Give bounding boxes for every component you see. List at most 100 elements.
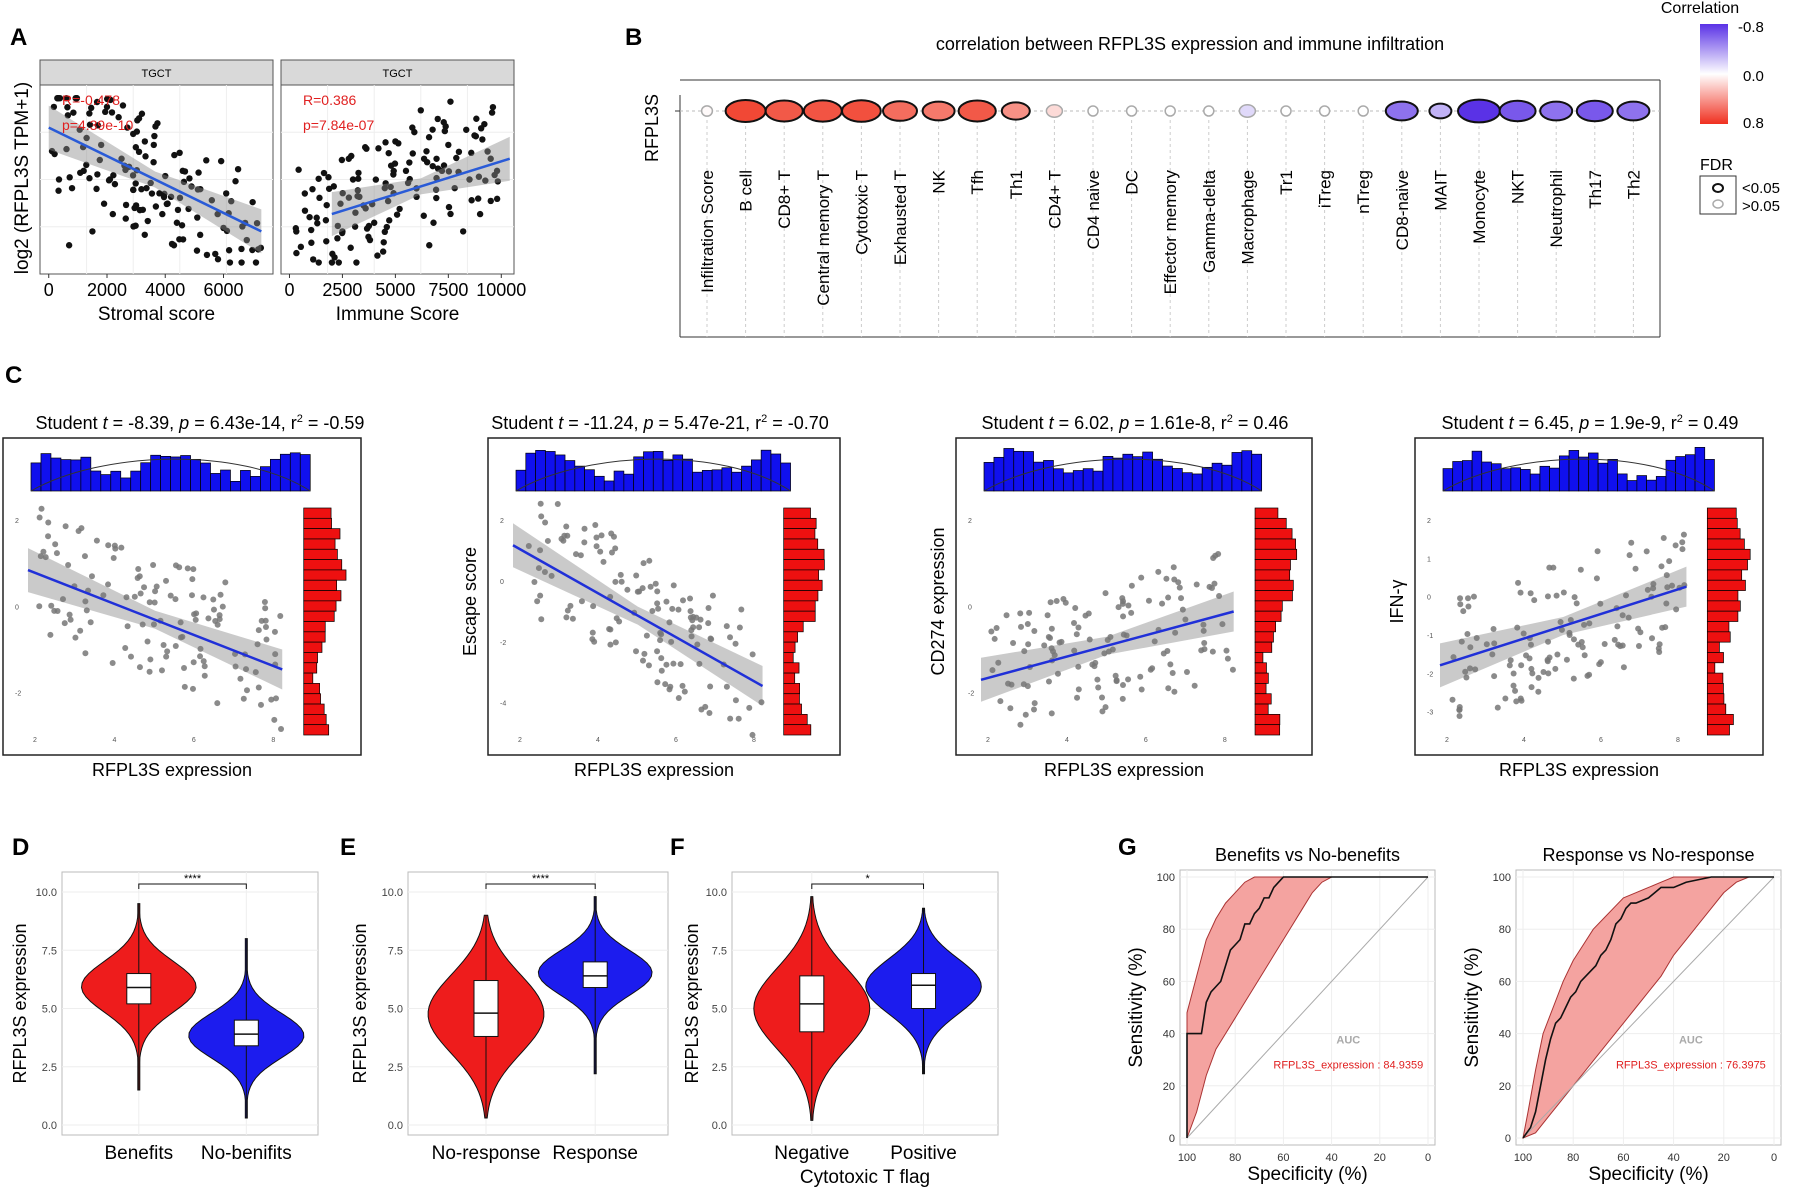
data-point [1201,640,1208,647]
data-point [1601,640,1608,647]
histogram-bar-right [1254,641,1273,653]
data-point [1518,697,1525,704]
column-label: Th17 [1586,170,1605,209]
histogram-bar-right [1254,590,1293,602]
histogram-bar-top [1704,459,1715,492]
histogram-bar-top [535,450,546,492]
histogram-bar-top [279,453,291,492]
data-point [1464,630,1471,637]
histogram-bar-right [783,548,825,560]
data-point [1201,646,1208,653]
data-point [1457,601,1464,608]
data-point [1581,621,1588,628]
data-point [420,155,428,162]
histogram-bar-top [1655,476,1667,492]
data-point [1102,590,1109,597]
histogram-bar-top [1241,450,1253,492]
bubble-tfh [957,99,997,123]
data-point [1179,606,1186,613]
histogram-bar-top [1520,469,1531,492]
bubble-neutrophil [1539,100,1574,122]
data-point [645,662,652,669]
histogram-bar-right [783,703,802,715]
data-point [243,236,250,244]
data-point [707,635,714,642]
data-point [749,731,756,738]
data-point [109,659,116,666]
data-point [380,239,387,246]
data-point [263,636,270,643]
data-point [564,607,571,614]
strip-label-A2: TGCT [383,68,413,80]
stat-part: t [103,413,109,433]
data-point [158,667,165,674]
data-point [1470,593,1477,600]
data-point [1219,621,1226,628]
histogram-bar-top [200,462,211,492]
data-point [1489,651,1496,658]
data-point [261,598,268,605]
histogram-bar-right [303,590,342,602]
data-point [1112,672,1119,679]
data-point [93,98,101,106]
data-point [1104,637,1111,644]
data-point [573,551,580,558]
histogram-bar-right [1254,621,1276,633]
histogram-bar-right [1706,683,1724,695]
data-point [1491,673,1498,680]
data-point [200,658,207,665]
histogram-bar-top [1471,450,1483,492]
data-point [654,600,661,607]
box [473,980,499,1037]
y-tick-label: 60 [1163,976,1175,988]
data-point [295,166,302,173]
histogram-bar-top [692,471,703,492]
data-point [658,655,665,662]
data-point [1523,652,1530,659]
data-point [479,136,486,143]
data-point [1643,548,1650,555]
data-point [1465,603,1472,610]
histogram-bar-top [623,473,635,492]
data-point [216,616,223,623]
x-tick-label: 6 [1599,737,1603,744]
data-point [87,619,94,626]
data-point [36,514,43,521]
histogram-bar-right [783,569,819,581]
data-point [1578,638,1585,645]
histogram-bar-right [303,528,341,540]
histogram-bar-top [1251,453,1263,492]
x-tick-label: Benefits [104,1143,173,1164]
data-point [679,682,686,689]
histogram-bar-top [1607,459,1618,492]
y-tick-label: 2 [1427,518,1431,525]
data-point [239,223,246,230]
data-point [1664,584,1671,591]
data-point [328,259,336,266]
data-point [608,549,615,556]
data-point [544,537,551,544]
data-point [1465,595,1472,602]
data-point [698,706,705,713]
fdr-label: <0.05 [1742,180,1780,197]
stat-part: = -8.39, [108,413,180,433]
bubble-cd4-naive [1087,105,1099,117]
data-point [1620,664,1627,671]
y-tick-label: -3 [1427,710,1433,717]
histogram-bar-top [1053,468,1064,492]
panel-d: 0.0 2.5 5.0 7.5 10.0 Benefits No-benifits **** R… [10,871,319,1164]
data-point [1617,643,1624,650]
histogram-bar-top [190,458,201,492]
y-tick-label: 2 [15,518,19,525]
data-point [249,246,256,254]
histogram-bar-right [1706,641,1720,653]
histogram-bar-right [783,610,816,622]
data-point [253,219,261,227]
data-point [1680,531,1687,538]
y-tick-label: 7.5 [388,945,403,957]
histogram-bar-right [783,538,819,550]
column-label: Th2 [1624,170,1643,199]
data-point [61,620,68,627]
x-tick-label: 2 [33,737,37,744]
histogram-bar-top [1481,461,1492,492]
